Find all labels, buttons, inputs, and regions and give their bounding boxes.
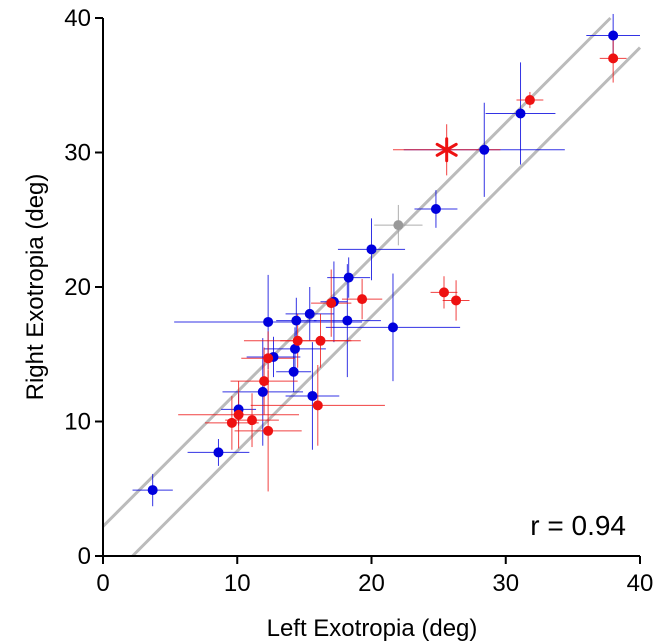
- data-point: [288, 366, 299, 377]
- y-tick-label: 10: [64, 409, 91, 436]
- data-point: [289, 343, 300, 354]
- data-point: [430, 203, 441, 214]
- data-point: [292, 335, 303, 346]
- data-point: [147, 485, 158, 496]
- data-point: [263, 425, 274, 436]
- data-point: [326, 298, 337, 309]
- reference-lines: [101, 16, 642, 558]
- data-point: [524, 95, 535, 106]
- data-points: [147, 30, 619, 496]
- y-tick-label: 20: [64, 274, 91, 301]
- y-axis-label: Right Exotropia (deg): [22, 174, 49, 401]
- x-axis-label: Left Exotropia (deg): [267, 615, 478, 642]
- data-point: [515, 108, 526, 119]
- x-tick-label: 20: [358, 570, 385, 597]
- data-point: [233, 409, 244, 420]
- correlation-annotation: r = 0.94: [530, 510, 626, 541]
- x-tick-label: 0: [96, 570, 109, 597]
- data-point: [226, 417, 237, 428]
- data-point: [315, 335, 326, 346]
- data-point: [312, 400, 323, 411]
- data-point: [366, 244, 377, 255]
- reference-line: [101, 16, 612, 528]
- data-point: [307, 390, 318, 401]
- x-tick-label: 30: [492, 570, 519, 597]
- data-point: [343, 272, 354, 283]
- data-point: [451, 295, 462, 306]
- data-point: [304, 308, 315, 319]
- y-tick-label: 0: [78, 543, 91, 570]
- data-point: [263, 353, 274, 364]
- x-axis-ticks: 0 10 20 30 40: [96, 556, 653, 597]
- data-point: [259, 376, 270, 387]
- x-tick-label: 10: [224, 570, 251, 597]
- asterisk-stroke: [435, 142, 458, 157]
- error-bars: [132, 13, 640, 507]
- y-tick-label: 40: [64, 5, 91, 32]
- data-point: [608, 53, 619, 64]
- data-point: [291, 315, 302, 326]
- data-point: [263, 316, 274, 327]
- data-point: [213, 447, 224, 458]
- data-point: [608, 30, 619, 41]
- data-point: [479, 144, 490, 155]
- reference-line: [131, 46, 642, 558]
- y-tick-label: 30: [64, 140, 91, 167]
- data-point: [247, 415, 258, 426]
- data-point: [393, 220, 404, 231]
- x-tick-label: 40: [627, 570, 654, 597]
- data-point: [342, 315, 353, 326]
- y-axis-ticks: 0 10 20 30 40: [64, 5, 103, 570]
- data-point: [438, 287, 449, 298]
- data-point: [357, 294, 368, 305]
- data-point: [257, 386, 268, 397]
- data-point: [387, 322, 398, 333]
- asterisk-marker: [435, 137, 458, 163]
- plot-area: [101, 13, 642, 558]
- axes: 0 10 20 30 40 0 10 20 30 40: [64, 5, 653, 597]
